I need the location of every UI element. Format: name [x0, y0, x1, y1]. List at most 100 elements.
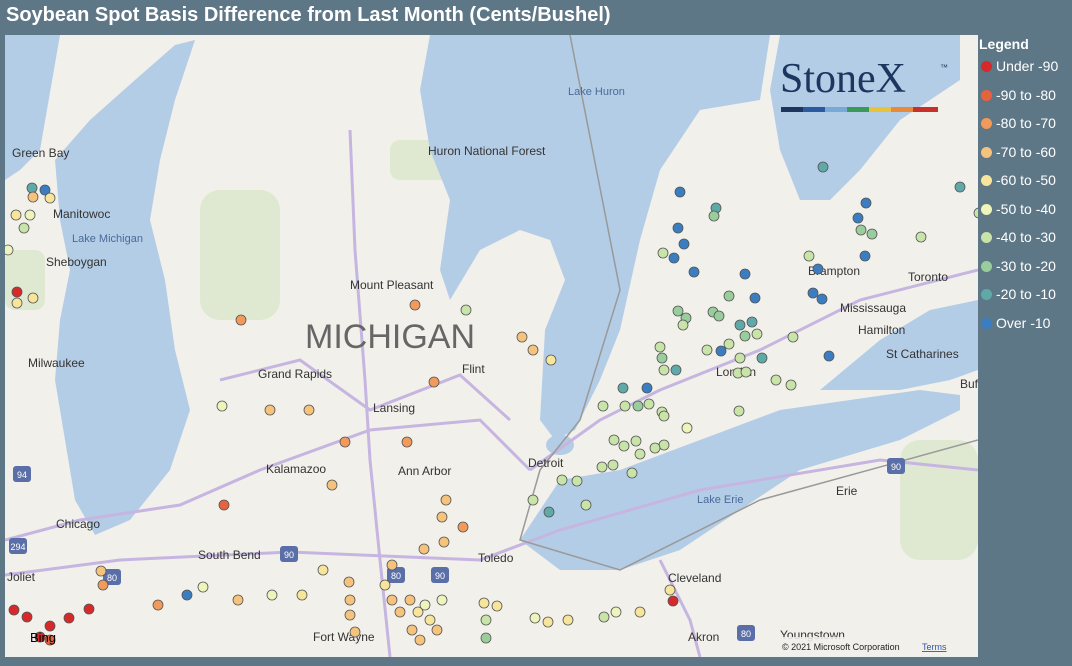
- highway-number: 94: [17, 470, 27, 480]
- location-dot: [317, 564, 329, 576]
- legend-label: -20 to -10: [996, 286, 1056, 302]
- location-dot: [672, 305, 684, 317]
- location-dot: [5, 244, 14, 256]
- location-dot: [406, 624, 418, 636]
- legend-item[interactable]: -30 to -20: [979, 258, 1058, 287]
- highway-shield: [9, 538, 27, 554]
- legend-item[interactable]: -90 to -80: [979, 87, 1058, 116]
- location-dot: [668, 252, 680, 264]
- location-dot: [630, 435, 642, 447]
- place-label: Akron: [688, 630, 719, 644]
- place-label: Toronto: [908, 270, 948, 284]
- place-label: Hamilton: [858, 323, 905, 337]
- location-dot: [516, 331, 528, 343]
- location-dot: [656, 352, 668, 364]
- location-dot: [785, 379, 797, 391]
- location-dot: [658, 410, 670, 422]
- legend-item[interactable]: -20 to -10: [979, 286, 1058, 315]
- location-dot: [26, 182, 38, 194]
- place-label: Lake Michigan: [72, 233, 143, 245]
- legend-swatch: [981, 232, 992, 243]
- location-dot: [264, 404, 276, 416]
- location-dot: [816, 293, 828, 305]
- place-label: MICHIGAN: [305, 318, 475, 356]
- place-label: St Catharines: [886, 347, 959, 361]
- location-dot: [44, 192, 56, 204]
- location-dot: [812, 263, 824, 275]
- location-dot: [770, 374, 782, 386]
- legend-label: -80 to -70: [996, 115, 1056, 131]
- location-dot: [303, 404, 315, 416]
- location-dot: [556, 474, 568, 486]
- place-label: Manitowoc: [53, 207, 110, 221]
- place-label: Mount Pleasant: [350, 278, 434, 292]
- location-dot: [733, 405, 745, 417]
- place-label: Mississauga: [840, 301, 906, 315]
- location-dot: [643, 398, 655, 410]
- location-dot: [529, 612, 541, 624]
- location-dot: [618, 440, 630, 452]
- legend-label: Over -10: [996, 314, 1051, 331]
- place-label: Toledo: [478, 551, 514, 565]
- location-dot: [11, 286, 23, 298]
- location-dot: [344, 594, 356, 606]
- location-dot: [672, 222, 684, 234]
- location-dot: [10, 209, 22, 221]
- legend-swatch: [981, 289, 992, 300]
- location-dot: [296, 589, 308, 601]
- legend-item[interactable]: -40 to -30: [979, 229, 1058, 258]
- location-dot: [664, 584, 676, 596]
- location-dot: [954, 181, 966, 193]
- legend-item[interactable]: -50 to -40: [979, 201, 1058, 230]
- location-dot: [598, 611, 610, 623]
- location-dot: [597, 400, 609, 412]
- place-label: Lake Huron: [568, 86, 625, 98]
- location-dot: [677, 319, 689, 331]
- location-dot: [478, 597, 490, 609]
- location-dot: [11, 297, 23, 309]
- roads: [5, 129, 978, 657]
- location-dot: [596, 461, 608, 473]
- legend-title: Legend: [979, 36, 1029, 52]
- location-dot: [610, 606, 622, 618]
- location-dot: [152, 599, 164, 611]
- legend-item[interactable]: -70 to -60: [979, 144, 1058, 173]
- legend-swatch: [981, 146, 992, 158]
- border: [519, 35, 978, 571]
- legend-item[interactable]: -60 to -50: [979, 172, 1058, 201]
- location-dot: [436, 594, 448, 606]
- highway-number: 90: [435, 571, 445, 581]
- location-dot: [803, 250, 815, 262]
- place-label: Sheboygan: [46, 255, 107, 269]
- location-dot: [216, 400, 228, 412]
- highway-shield: [103, 569, 121, 585]
- legend-item[interactable]: -80 to -70: [979, 115, 1058, 144]
- location-dot: [527, 494, 539, 506]
- place-label: Erie: [836, 484, 858, 498]
- logo: StoneX: [780, 56, 906, 102]
- location-dot: [751, 328, 763, 340]
- place-label: Joliet: [7, 570, 36, 584]
- highway-shield: [887, 458, 905, 474]
- terms-link[interactable]: Terms: [922, 642, 947, 652]
- location-dot: [412, 606, 424, 618]
- legend-swatch: [981, 61, 992, 72]
- place-label: Lansing: [373, 401, 415, 415]
- location-dot: [860, 197, 872, 209]
- location-dot: [27, 191, 39, 203]
- location-dot: [8, 604, 20, 616]
- place-label: Ann Arbor: [398, 464, 451, 478]
- location-dot: [83, 603, 95, 615]
- highway-number: 294: [10, 542, 25, 552]
- location-dot: [619, 400, 631, 412]
- legend-swatch: [981, 203, 992, 215]
- location-dot: [63, 612, 75, 624]
- location-dot: [394, 606, 406, 618]
- location-dot: [658, 364, 670, 376]
- place-label: South Bend: [198, 548, 261, 562]
- legend-item[interactable]: Over -10: [979, 315, 1058, 344]
- legend-item[interactable]: Under -90: [979, 58, 1058, 87]
- location-dot: [634, 606, 646, 618]
- map: Lake Huron Huron National Forest Green Bay…: [5, 35, 978, 657]
